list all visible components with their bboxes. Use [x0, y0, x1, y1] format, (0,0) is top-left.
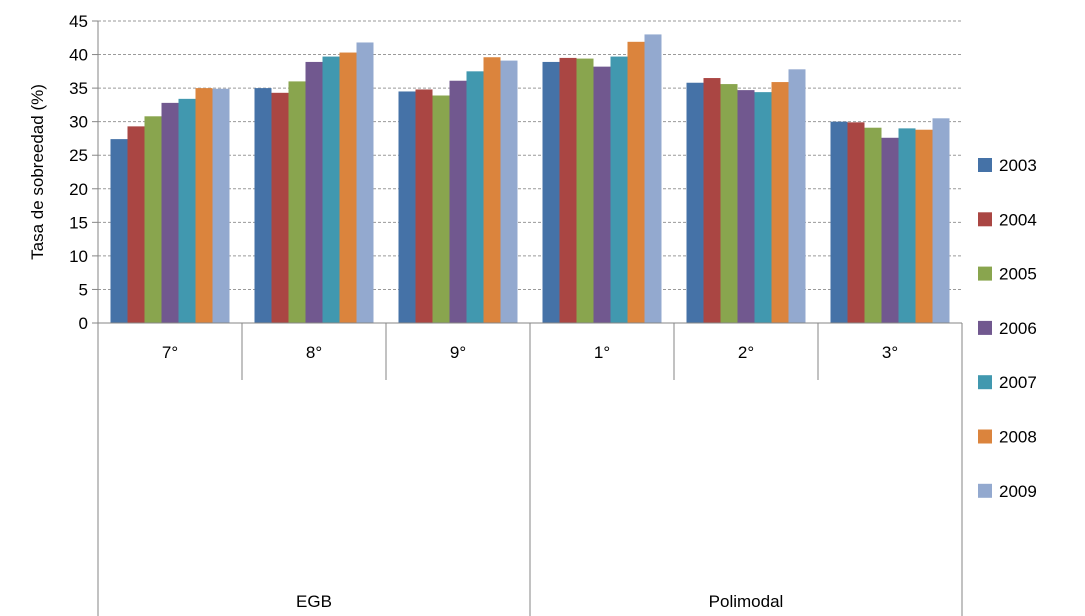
bar-2003-2 [398, 91, 416, 323]
bar-2006-2 [449, 80, 467, 324]
bar-2006-0 [161, 102, 179, 324]
bar-2005-3 [576, 58, 594, 324]
bar-2005-4 [720, 84, 738, 323]
axes [92, 20, 963, 616]
bar-2007-2 [466, 71, 484, 323]
bar-2006-3 [593, 66, 611, 323]
legend-swatch-2005 [978, 266, 992, 281]
bar-2005-0 [144, 116, 162, 323]
bar-2006-5 [881, 137, 899, 323]
bar-2008-1 [339, 52, 357, 323]
x-tick-label: 3° [882, 343, 898, 362]
x-tick-label: 2° [738, 343, 754, 362]
bar-2006-1 [305, 61, 323, 324]
bar-2008-0 [195, 88, 213, 323]
bar-2003-5 [830, 121, 848, 324]
bar-2008-3 [627, 41, 645, 323]
bar-2009-4 [788, 69, 806, 323]
bar-2007-0 [178, 98, 196, 323]
bars [110, 34, 950, 324]
x-tick-labels: 7° 8° 9° 1° 2° 3° EGB Polimodal [162, 343, 898, 611]
bar-2009-0 [212, 88, 230, 323]
legend-label-2008: 2008 [999, 428, 1037, 447]
bar-2004-2 [415, 89, 433, 323]
y-tick-label: 35 [69, 79, 88, 98]
bar-2007-5 [898, 128, 916, 323]
bar-2007-4 [754, 92, 772, 323]
bar-2009-1 [356, 42, 374, 323]
y-tick-label: 15 [69, 213, 88, 232]
y-tick-label: 20 [69, 180, 88, 199]
bar-2007-3 [610, 56, 628, 324]
y-tick-label: 5 [79, 280, 88, 299]
bar-2004-3 [559, 57, 577, 324]
legend-label-2007: 2007 [999, 373, 1037, 392]
x-tick-label: 1° [594, 343, 610, 362]
group-label: Polimodal [709, 592, 784, 611]
bar-2003-3 [542, 61, 560, 324]
bar-2004-1 [271, 92, 289, 323]
bar-2007-1 [322, 56, 340, 324]
bar-2005-1 [288, 81, 306, 324]
y-tick-label: 40 [69, 46, 88, 65]
legend-label-2006: 2006 [999, 319, 1037, 338]
x-tick-label: 9° [450, 343, 466, 362]
y-tick-label: 30 [69, 113, 88, 132]
bar-2003-0 [110, 139, 128, 323]
y-tick-label: 0 [79, 314, 88, 333]
bar-2008-4 [771, 82, 789, 324]
y-tick-label: 25 [69, 146, 88, 165]
x-tick-label: 7° [162, 343, 178, 362]
legend-swatch-2009 [978, 483, 992, 498]
gridlines [98, 20, 962, 290]
legend-swatch-2003 [978, 158, 992, 172]
bar-2009-2 [500, 60, 518, 324]
group-label: EGB [296, 592, 332, 611]
legend-label-2004: 2004 [999, 210, 1037, 229]
legend-label-2003: 2003 [999, 156, 1037, 175]
y-tick-labels: 0 5 10 15 20 25 30 35 40 45 [69, 12, 88, 333]
bar-2003-1 [254, 88, 272, 323]
bar-2004-4 [703, 78, 721, 324]
legend-swatch-2008 [978, 429, 992, 444]
y-tick-label: 10 [69, 247, 88, 266]
y-axis-label: Tasa de sobreedad (%) [28, 84, 47, 260]
legend-label-2009: 2009 [999, 482, 1037, 501]
legend-label-2005: 2005 [999, 265, 1037, 284]
legend-swatch-2004 [978, 212, 992, 227]
x-tick-label: 8° [306, 343, 322, 362]
legend-swatch-2006 [978, 320, 992, 335]
bar-2003-4 [686, 82, 704, 324]
bar-2009-3 [644, 34, 662, 324]
y-tick-label: 45 [69, 12, 88, 31]
legend: 2003 2004 2005 2006 2007 2008 2009 [978, 156, 1037, 501]
bar-2004-0 [127, 126, 145, 323]
bar-2004-5 [847, 122, 865, 324]
bar-2009-5 [932, 118, 950, 323]
bar-2008-2 [483, 57, 501, 324]
bar-2006-4 [737, 90, 755, 323]
bar-2005-2 [432, 95, 450, 323]
legend-swatch-2007 [978, 375, 992, 390]
bar-2008-5 [915, 129, 933, 323]
bar-2005-5 [864, 127, 882, 323]
